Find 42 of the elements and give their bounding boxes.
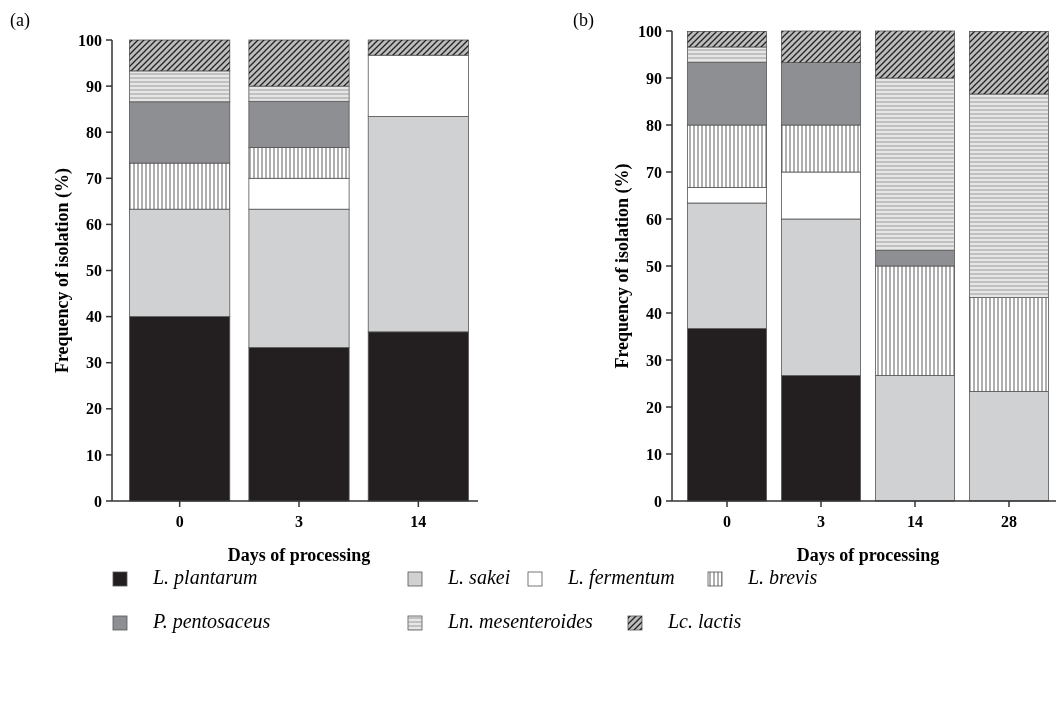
x-tick-label: 14 <box>907 513 923 530</box>
x-tick-label: 14 <box>410 513 427 530</box>
y-tick-label: 0 <box>654 492 662 510</box>
y-tick-label: 90 <box>86 77 102 95</box>
legend-label: L. sakei <box>447 566 511 588</box>
y-tick-label: 30 <box>646 351 662 369</box>
legend-label: L. plantarum <box>152 566 258 589</box>
x-tick-label: 28 <box>1001 513 1017 530</box>
y-tick-label: 100 <box>78 31 102 49</box>
legend-label: L. fermentum <box>567 566 675 589</box>
y-tick-label: 40 <box>86 308 102 326</box>
y-tick-label: 70 <box>86 169 102 187</box>
y-tick-label: 100 <box>638 22 662 40</box>
x-tick-label: 0 <box>175 513 184 530</box>
legend-label: Ln. mesenteroides <box>447 610 594 632</box>
chart-title: (a) <box>10 10 30 31</box>
y-tick-label: 70 <box>646 163 662 181</box>
y-tick-label: 10 <box>646 445 662 463</box>
legend-label: L. brevis <box>747 566 818 588</box>
x-tick-label: 3 <box>817 513 825 530</box>
legend-label: Lc. lactis <box>667 610 742 632</box>
y-tick-label: 0 <box>94 492 102 510</box>
y-tick-label: 80 <box>646 116 662 134</box>
y-axis-title: Frequency of isolation (%) <box>612 163 633 369</box>
y-tick-label: 30 <box>86 354 102 372</box>
y-tick-label: 90 <box>646 69 662 87</box>
y-tick-label: 80 <box>86 123 102 141</box>
y-tick-label: 60 <box>646 210 662 228</box>
y-axis-title: Frequency of isolation (%) <box>52 167 73 374</box>
x-tick-label: 0 <box>723 513 731 530</box>
y-tick-label: 10 <box>86 446 102 464</box>
y-tick-label: 20 <box>86 400 102 418</box>
x-tick-label: 3 <box>295 513 303 530</box>
x-axis-title: Days of processing <box>227 545 371 565</box>
chart-title: (b) <box>573 10 594 31</box>
y-tick-label: 50 <box>86 262 102 280</box>
y-tick-label: 60 <box>86 216 102 233</box>
y-tick-label: 20 <box>646 398 662 416</box>
x-axis-title: Days of processing <box>796 545 940 565</box>
legend-label: P. pentosaceus <box>152 610 271 633</box>
y-tick-label: 40 <box>646 304 662 322</box>
y-tick-label: 50 <box>646 257 662 275</box>
